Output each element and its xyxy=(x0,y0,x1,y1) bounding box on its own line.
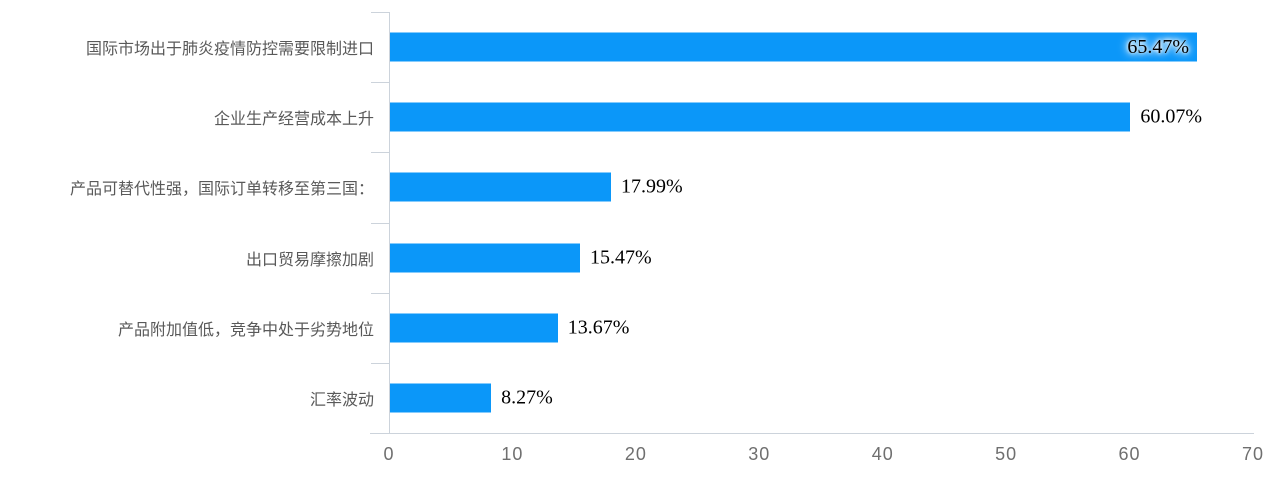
y-axis-tick xyxy=(371,362,389,364)
category-label: 国际市场出于肺炎疫情防控需要限制进口 xyxy=(85,41,374,59)
chart-row: 出口贸易摩擦加剧 15.47% xyxy=(0,223,1269,293)
value-label: 17.99% xyxy=(621,175,683,198)
value-label: 15.47% xyxy=(589,246,652,269)
x-axis-tick-label: 10 xyxy=(501,444,524,464)
chart-row: 产品可替代性强，国际订单转移至第三国： 17.99% xyxy=(0,152,1269,222)
category-label: 出口贸易摩擦加剧 xyxy=(245,251,374,269)
y-axis-tick xyxy=(371,152,389,154)
bar xyxy=(389,243,580,273)
bar: 65.47% xyxy=(389,32,1198,62)
category-label: 产品可替代性强，国际订单转移至第三国： xyxy=(69,181,374,199)
y-axis-tick xyxy=(371,433,389,434)
value-label: 13.67% xyxy=(567,316,630,339)
y-axis-tick xyxy=(371,12,389,13)
value-label: 60.07% xyxy=(1140,105,1203,128)
chart-row: 企业生产经营成本上升 60.07% xyxy=(0,82,1269,152)
x-axis-tick-label: 20 xyxy=(624,444,647,464)
bar xyxy=(389,102,1131,132)
category-label: 产品附加值低，竞争中处于劣势地位 xyxy=(117,321,374,339)
chart-row: 汇率波动 8.27% xyxy=(0,363,1269,433)
x-axis-line xyxy=(370,433,1254,434)
chart-row: 产品附加值低，竞争中处于劣势地位 13.67% xyxy=(0,293,1269,363)
value-label: 8.27% xyxy=(501,386,553,409)
value-label: 65.47% xyxy=(1127,35,1190,58)
chart-row: 国际市场出于肺炎疫情防控需要限制进口 65.47% xyxy=(0,12,1269,82)
bar xyxy=(389,383,492,413)
x-axis-tick-label: 50 xyxy=(995,444,1018,464)
category-label: 汇率波动 xyxy=(309,391,374,409)
bar xyxy=(389,313,558,343)
x-axis-tick-label: 40 xyxy=(871,444,894,464)
y-axis-line xyxy=(389,12,390,434)
y-axis-tick xyxy=(371,82,389,84)
category-label: 企业生产经营成本上升 xyxy=(213,111,374,129)
x-axis-tick-label: 0 xyxy=(383,444,395,464)
x-axis-tick-label: 30 xyxy=(748,444,771,464)
x-axis-tick-label: 60 xyxy=(1118,444,1141,464)
x-axis-tick-label: 70 xyxy=(1241,444,1265,464)
bar xyxy=(389,172,612,202)
y-axis-tick xyxy=(371,222,389,224)
y-axis-tick xyxy=(371,292,389,294)
